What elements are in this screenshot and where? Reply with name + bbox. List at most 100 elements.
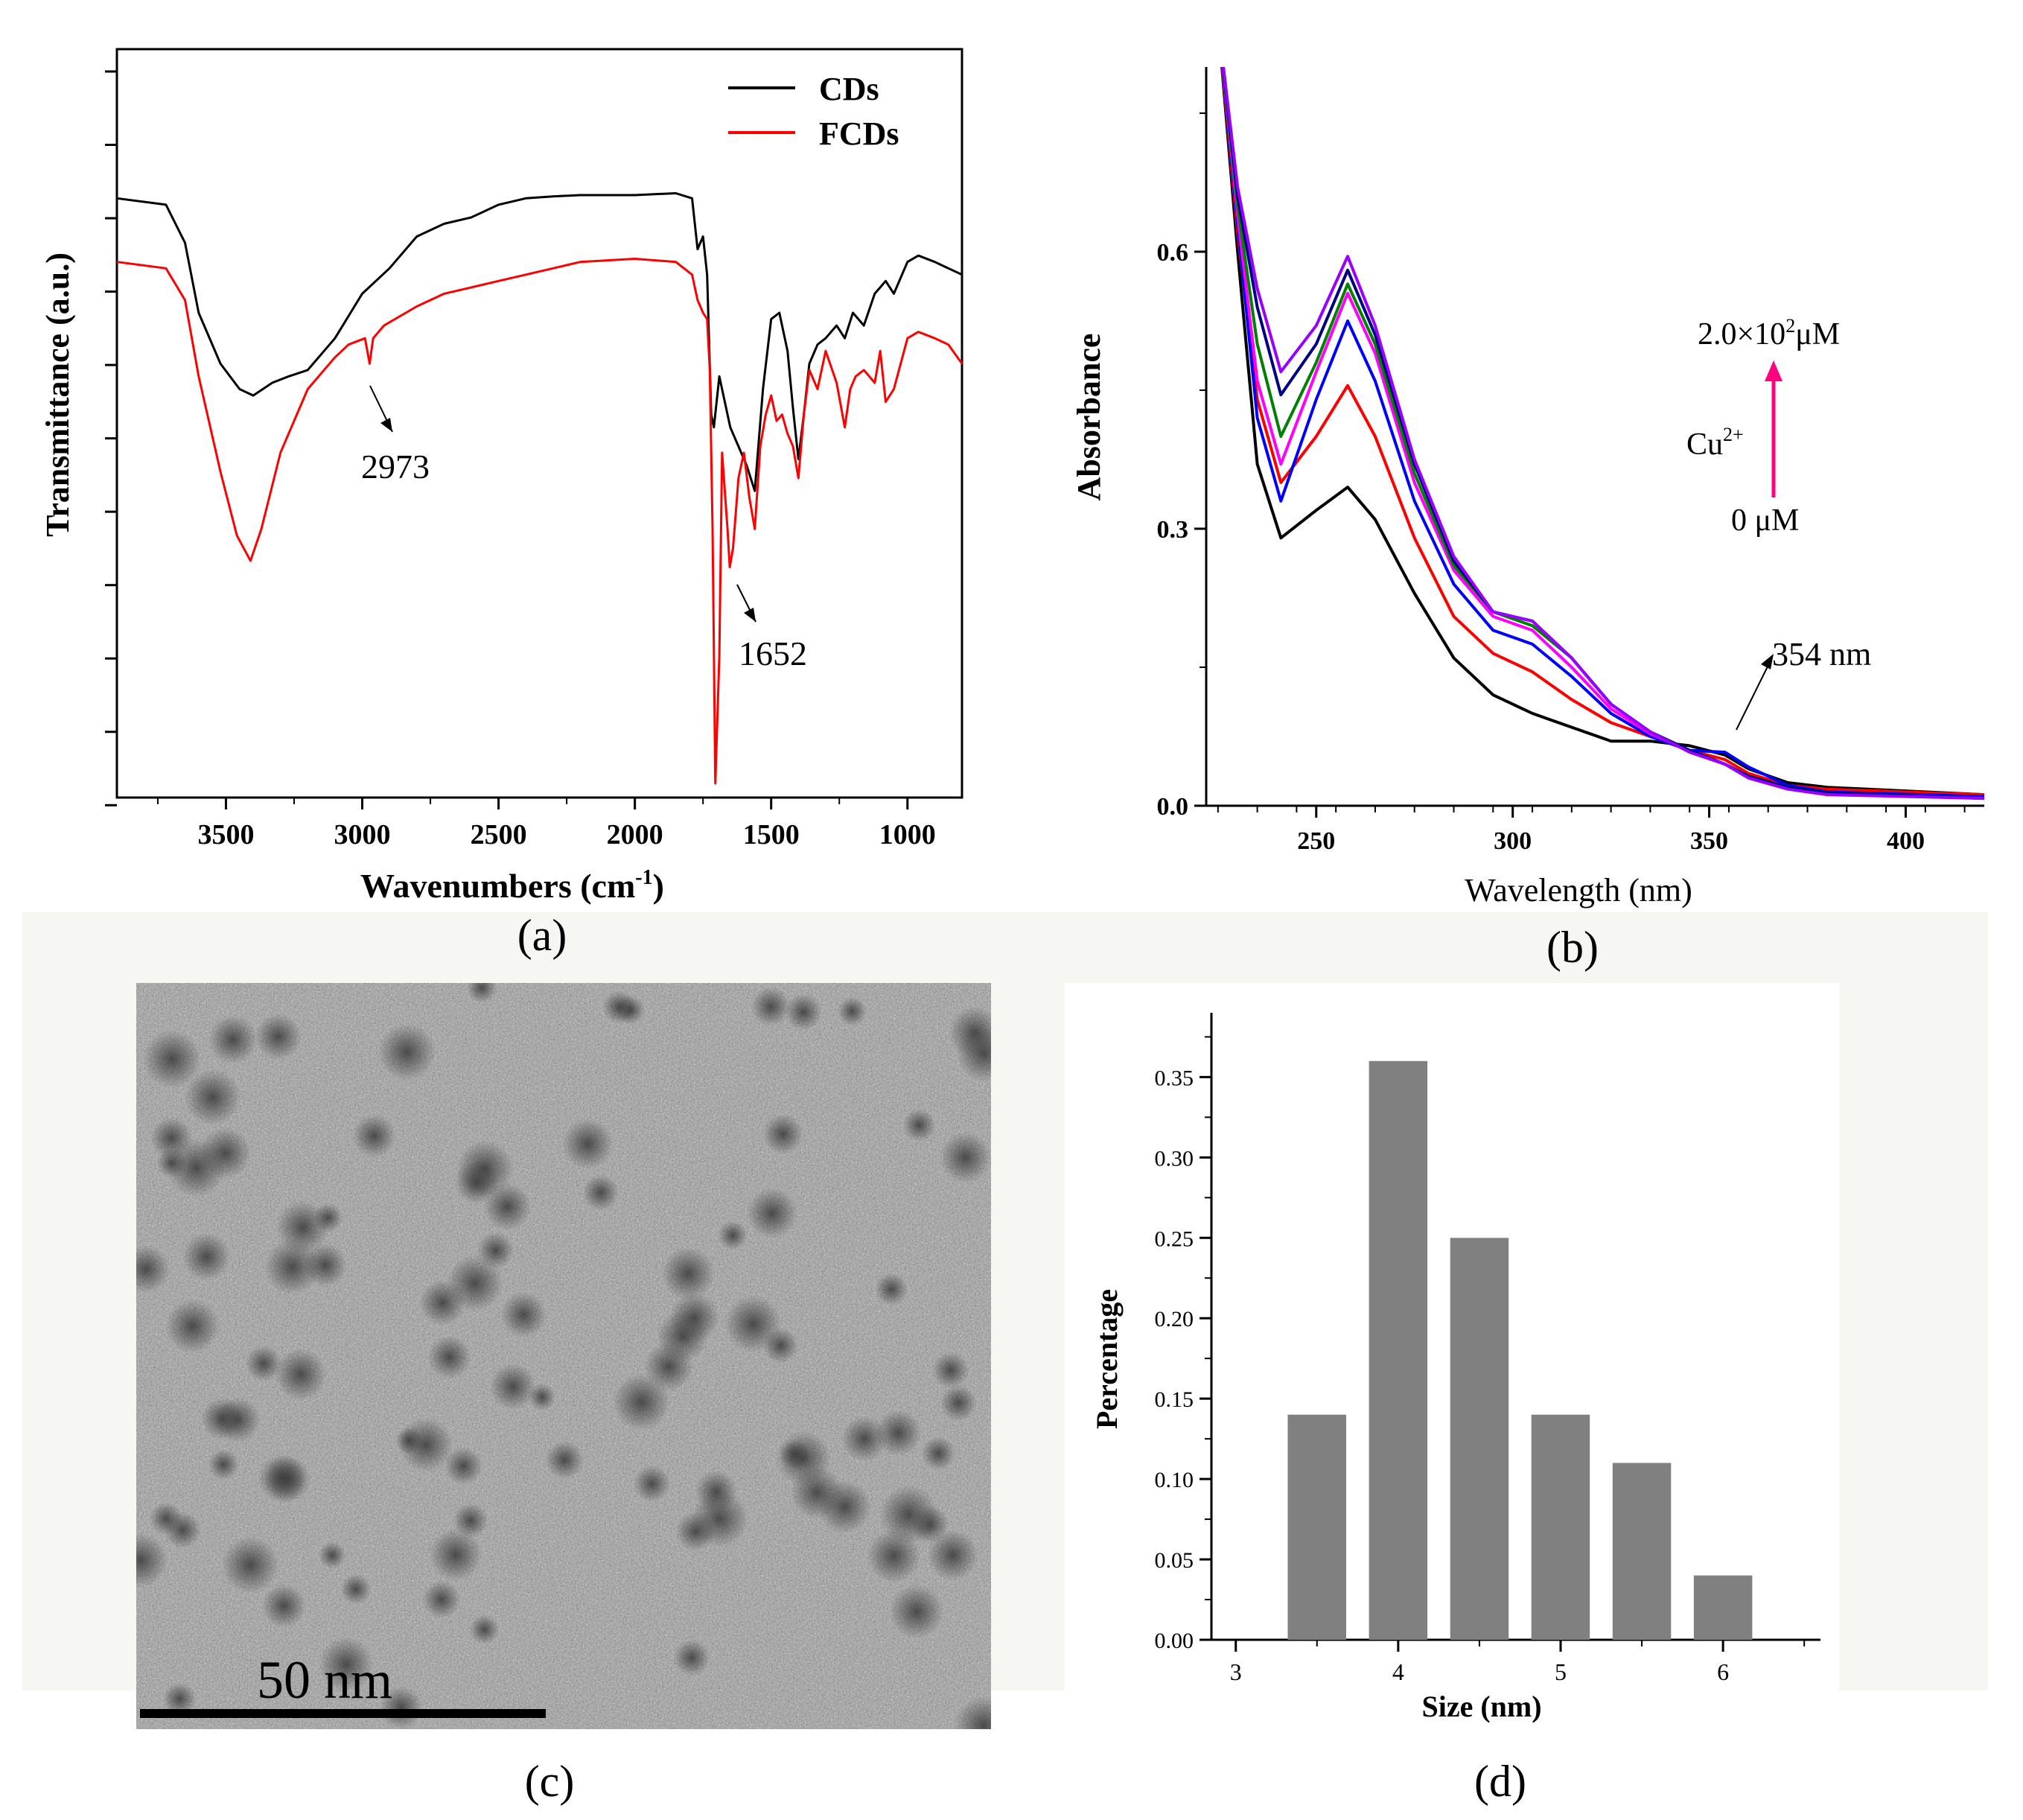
tem-particle xyxy=(466,983,497,1003)
cu-arrowhead xyxy=(1765,360,1783,381)
tem-particle xyxy=(380,1686,423,1729)
uvvis-x-tick-label: 350 xyxy=(1690,827,1728,855)
tem-particle xyxy=(313,1203,343,1232)
tem-particle xyxy=(562,1119,614,1170)
tem-particle xyxy=(673,1639,710,1676)
tem-particle xyxy=(940,1132,991,1183)
tem-particle xyxy=(644,1342,694,1392)
tem-micrograph xyxy=(136,983,991,1729)
tem-particle xyxy=(762,1113,803,1155)
uvvis-y-tick-label: 0.6 xyxy=(1157,239,1189,267)
tem-particle xyxy=(669,1292,720,1343)
histogram-bar-3.5 xyxy=(1287,1414,1346,1640)
histogram-y-tick-label: 0.05 xyxy=(1155,1548,1194,1573)
uvvis-x-axis-label: Wavelength (nm) xyxy=(1465,872,1692,909)
ftir-plot-area: 3500 3000 2500 2000 1500 1000 xyxy=(105,48,963,850)
tem-particle xyxy=(489,1363,537,1410)
ftir-x-tick-label: 3500 xyxy=(197,819,254,850)
tem-particle xyxy=(445,1447,482,1486)
tem-particle xyxy=(340,1574,372,1605)
tem-particle xyxy=(274,1349,327,1401)
tem-particle xyxy=(264,1239,320,1295)
tem-particle xyxy=(602,990,636,1024)
uvvis-series-6 xyxy=(1222,67,1984,801)
caption-c: (c) xyxy=(524,1757,575,1806)
tem-particle xyxy=(841,1416,888,1462)
uvvis-x-tick-label: 300 xyxy=(1494,827,1532,855)
tem-particle xyxy=(208,1015,258,1064)
tem-particle xyxy=(245,1345,282,1382)
scale-bar-label: 50 nm xyxy=(257,1650,393,1710)
tem-particle xyxy=(746,1188,797,1239)
tem-particle xyxy=(780,1439,810,1470)
uvvis-y-axis-label: Absorbance xyxy=(1071,334,1107,501)
histogram-y-tick-label: 0.10 xyxy=(1155,1468,1194,1492)
ftir-x-tick-label: 1000 xyxy=(879,819,936,850)
tem-particle xyxy=(261,1583,306,1628)
histogram-bar-4.5 xyxy=(1450,1238,1509,1640)
arrowhead-1652 xyxy=(744,608,756,622)
tem-particle xyxy=(419,1279,466,1326)
tem-particle xyxy=(395,1426,423,1454)
histogram-x-axis-label: Size (nm) xyxy=(1421,1690,1541,1723)
tem-particle xyxy=(182,1232,231,1281)
tem-particle xyxy=(184,1069,241,1126)
tem-particle xyxy=(724,1295,782,1353)
tem-particle xyxy=(150,1117,193,1159)
ftir-x-tick-label: 2500 xyxy=(471,819,527,850)
tem-particle xyxy=(319,1541,346,1569)
conc-zero-label: 0 μM xyxy=(1731,503,1799,538)
annotation-354nm: 354 nm xyxy=(1772,636,1871,672)
tem-particle xyxy=(661,1247,716,1301)
ftir-series-cds xyxy=(116,192,963,492)
tem-particle xyxy=(208,1448,239,1480)
tem-particle xyxy=(902,1109,936,1142)
uvvis-chart: 250 300 350 400 0.0 0.3 0.6 Absorbance Wavelen… xyxy=(1071,67,1984,909)
histogram-x-tick-label: 3 xyxy=(1230,1658,1242,1685)
tem-particle xyxy=(258,1454,307,1503)
histogram-bar-5 xyxy=(1531,1414,1590,1640)
ftir-x-tick-label: 3000 xyxy=(334,819,391,850)
uvvis-x-tick-label: 250 xyxy=(1297,827,1335,855)
tem-particle xyxy=(453,1503,488,1539)
uvvis-series-group xyxy=(1220,67,1984,801)
scale-bar xyxy=(140,1709,546,1718)
size-histogram: 3 4 5 6 0.00 0.05 0.10 0.15 0.20 0.25 0.30 0.35 Per… xyxy=(1065,983,1839,1728)
tem-particle xyxy=(377,1023,436,1081)
tem-particle xyxy=(429,1528,482,1582)
tem-particle xyxy=(528,1383,556,1411)
tem-particle xyxy=(221,1536,279,1594)
tem-particle xyxy=(255,1013,302,1060)
tem-particle xyxy=(500,1291,547,1338)
tem-particle xyxy=(875,1410,922,1457)
caption-b: (b) xyxy=(1546,923,1599,972)
tem-particle xyxy=(319,1637,374,1692)
tem-particle xyxy=(163,1682,197,1716)
tem-particle xyxy=(214,1397,261,1443)
background-strip-b xyxy=(1061,912,1988,994)
tem-particles xyxy=(136,983,991,1729)
tem-particle xyxy=(785,993,822,1031)
histogram-y-axis-label: Percentage xyxy=(1090,1289,1124,1429)
histogram-y-tick-label: 0.20 xyxy=(1155,1307,1194,1331)
uvvis-y-tick-label: 0.0 xyxy=(1157,793,1189,821)
histogram-y-tick-label: 0.15 xyxy=(1155,1387,1194,1412)
ftir-chart: 3500 3000 2500 2000 1500 1000 Transmittance (… xyxy=(39,48,963,905)
tem-particle xyxy=(422,1580,461,1619)
conc-high-label: 2.0×102μM xyxy=(1698,315,1840,351)
tem-particle xyxy=(751,987,791,1026)
tem-particle xyxy=(136,1245,171,1294)
tem-particle xyxy=(582,1174,619,1211)
tem-particle xyxy=(818,1480,872,1534)
histogram-bar-5.5 xyxy=(1612,1463,1672,1640)
tem-particle xyxy=(352,1114,396,1158)
cu-ion-label: Cu2+ xyxy=(1686,424,1744,462)
histogram-y-tick-label: 0.00 xyxy=(1155,1629,1194,1653)
uvvis-series-1 xyxy=(1220,67,1984,797)
tem-particle xyxy=(838,996,867,1026)
tem-particle xyxy=(142,1030,202,1089)
uvvis-y-tick-label: 0.3 xyxy=(1157,516,1189,544)
tem-particle xyxy=(927,1530,978,1581)
annotation-2973: 2973 xyxy=(361,448,430,486)
ftir-y-axis-label: Transmittance (a.u.) xyxy=(39,252,76,537)
